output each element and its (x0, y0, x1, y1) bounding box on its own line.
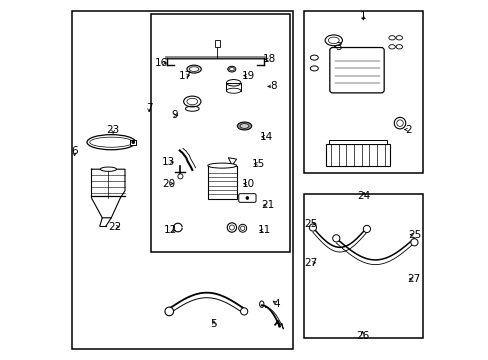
Ellipse shape (229, 68, 234, 71)
Circle shape (178, 174, 183, 179)
Text: 14: 14 (259, 132, 272, 142)
Text: 27: 27 (406, 274, 420, 284)
Circle shape (332, 235, 339, 242)
Ellipse shape (240, 123, 248, 129)
Text: 2: 2 (404, 125, 411, 135)
Polygon shape (228, 158, 236, 166)
Text: 24: 24 (357, 191, 370, 201)
Text: 23: 23 (106, 125, 120, 135)
Text: 15: 15 (252, 159, 265, 169)
Text: 10: 10 (241, 179, 254, 189)
Bar (226, 83, 241, 91)
Ellipse shape (186, 65, 201, 73)
Text: 5: 5 (210, 319, 217, 329)
Text: 6: 6 (71, 146, 78, 156)
Text: 21: 21 (261, 200, 274, 210)
Text: 8: 8 (269, 81, 276, 91)
Circle shape (132, 141, 134, 144)
Circle shape (240, 308, 247, 315)
Text: 1: 1 (359, 11, 366, 21)
Bar (72, 11, 292, 349)
Text: 27: 27 (304, 258, 317, 268)
Text: 16: 16 (155, 58, 168, 68)
Text: 25: 25 (304, 219, 317, 229)
Text: 25: 25 (407, 230, 420, 240)
Ellipse shape (237, 122, 251, 130)
Text: 3: 3 (334, 42, 341, 52)
Bar (130, 140, 136, 145)
Bar (325, 144, 389, 166)
Circle shape (309, 224, 316, 231)
Text: 20: 20 (162, 179, 175, 189)
Bar (215, 40, 220, 47)
Bar (328, 140, 386, 144)
Text: 11: 11 (257, 225, 270, 235)
Text: 9: 9 (171, 110, 177, 120)
Text: 26: 26 (355, 330, 368, 341)
Circle shape (393, 117, 405, 129)
Text: 12: 12 (164, 225, 177, 235)
Text: 19: 19 (241, 71, 254, 81)
Ellipse shape (226, 88, 241, 93)
Text: 17: 17 (178, 71, 191, 81)
Circle shape (410, 239, 417, 246)
Circle shape (363, 225, 370, 233)
Text: 4: 4 (273, 299, 280, 309)
Circle shape (164, 307, 173, 316)
Circle shape (245, 197, 248, 199)
Ellipse shape (100, 167, 116, 171)
Bar (207, 166, 236, 199)
Bar (151, 14, 289, 252)
Bar (303, 11, 422, 173)
Ellipse shape (207, 163, 236, 168)
Ellipse shape (186, 98, 197, 105)
Text: 13: 13 (162, 157, 175, 167)
Text: 7: 7 (145, 103, 152, 113)
Ellipse shape (189, 67, 199, 71)
Bar (303, 194, 422, 338)
Ellipse shape (227, 66, 235, 72)
Text: 18: 18 (263, 54, 276, 64)
Text: 22: 22 (108, 222, 122, 232)
